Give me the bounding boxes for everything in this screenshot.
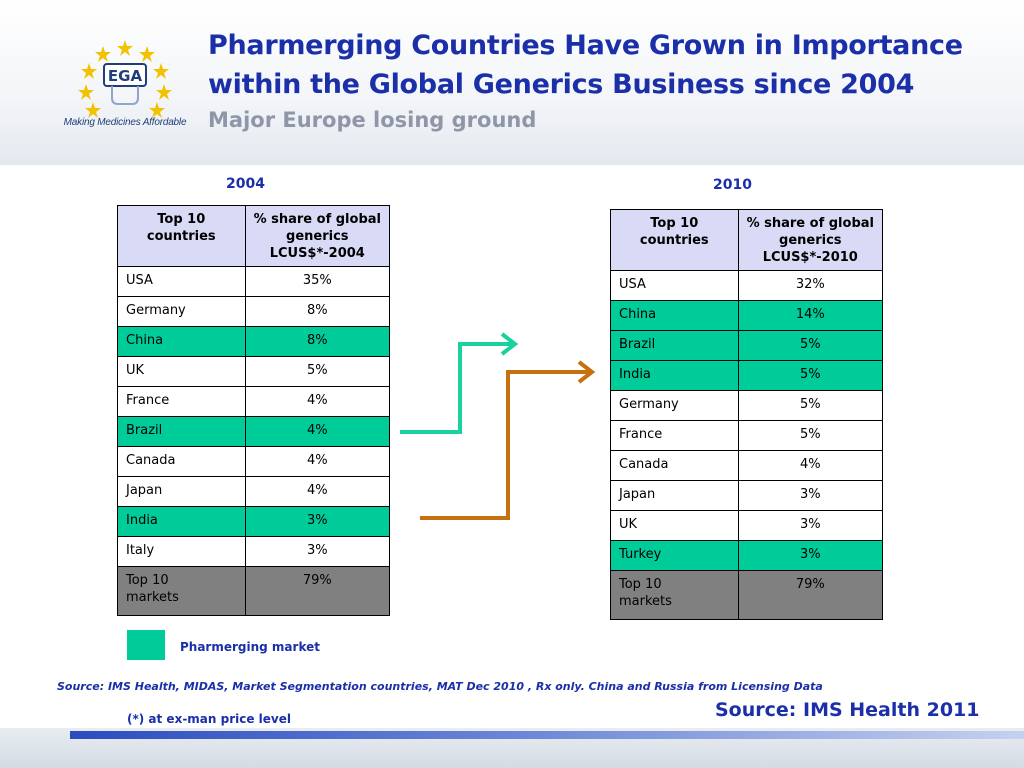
share-cell: 5%: [737, 360, 884, 391]
table-2004: Top 10 countries % share of global gener…: [117, 205, 391, 616]
table-row: Japan 3%: [610, 480, 884, 511]
share-cell: 4%: [244, 446, 391, 477]
share-cell: 5%: [244, 356, 391, 387]
table-row: China 8%: [117, 326, 391, 357]
country-cell: UK: [117, 356, 246, 387]
country-cell: Brazil: [610, 330, 739, 361]
country-cell: India: [610, 360, 739, 391]
table-row: France 5%: [610, 420, 884, 451]
country-cell: Turkey: [610, 540, 739, 571]
share-cell: 5%: [737, 390, 884, 421]
table-row: China 14%: [610, 300, 884, 331]
table-2010: Top 10 countries % share of global gener…: [610, 209, 884, 620]
orange-arrow-icon: [420, 360, 596, 520]
share-cell: 4%: [244, 416, 391, 447]
table-row: Germany 8%: [117, 296, 391, 327]
source-detail-note: Source: IMS Health, MIDAS, Market Segmen…: [57, 680, 823, 693]
star-ring-icon: [78, 40, 172, 118]
table-row: France 4%: [117, 386, 391, 417]
share-cell: 3%: [737, 480, 884, 511]
share-cell: 4%: [244, 476, 391, 507]
share-cell: 5%: [737, 420, 884, 451]
header-band: [0, 0, 1024, 165]
total-share-cell: 79%: [244, 566, 391, 616]
share-cell: 32%: [737, 270, 884, 301]
year-label-2010: 2010: [713, 177, 752, 193]
year-label-2004: 2004: [226, 176, 265, 192]
table-header-share: % share of global generics LCUS$*-2010: [737, 209, 884, 271]
share-cell: 3%: [737, 510, 884, 541]
table-header-countries: Top 10 countries: [610, 209, 739, 271]
legend-swatch: [127, 630, 165, 660]
country-cell: Italy: [117, 536, 246, 567]
table-row: Japan 4%: [117, 476, 391, 507]
share-cell: 3%: [737, 540, 884, 571]
share-cell: 5%: [737, 330, 884, 361]
table-row: Brazil 4%: [117, 416, 391, 447]
logo-text: EGA: [108, 67, 143, 85]
table-row: Turkey 3%: [610, 540, 884, 571]
footer-line: [70, 731, 1024, 739]
table-row: UK 3%: [610, 510, 884, 541]
table-header-share: % share of global generics LCUS$*-2004: [244, 205, 391, 267]
green-arrow-icon: [400, 332, 519, 434]
total-row: Top 10 markets 79%: [117, 566, 391, 616]
country-cell: China: [610, 300, 739, 331]
country-cell: France: [610, 420, 739, 451]
page-subtitle: Major Europe losing ground: [208, 108, 537, 132]
country-cell: Brazil: [117, 416, 246, 447]
table-row: UK 5%: [117, 356, 391, 387]
country-cell: Canada: [610, 450, 739, 481]
country-cell: Germany: [117, 296, 246, 327]
logo-tagline: Making Medicines Affordable: [63, 117, 187, 128]
table-row: India 5%: [610, 360, 884, 391]
country-cell: Germany: [610, 390, 739, 421]
ega-logo: EGA: [78, 40, 172, 118]
exman-note: (*) at ex-man price level: [127, 712, 291, 726]
total-label-cell: Top 10 markets: [117, 566, 246, 616]
country-cell: USA: [117, 266, 246, 297]
table-row: USA 32%: [610, 270, 884, 301]
country-cell: France: [117, 386, 246, 417]
share-cell: 3%: [244, 506, 391, 537]
country-cell: Japan: [117, 476, 246, 507]
share-cell: 3%: [244, 536, 391, 567]
total-label-cell: Top 10 markets: [610, 570, 739, 620]
table-row: India 3%: [117, 506, 391, 537]
table-row: Italy 3%: [117, 536, 391, 567]
source-credit: Source: IMS Health 2011: [715, 699, 980, 721]
share-cell: 8%: [244, 296, 391, 327]
share-cell: 4%: [244, 386, 391, 417]
country-cell: Canada: [117, 446, 246, 477]
total-row: Top 10 markets 79%: [610, 570, 884, 620]
legend-label: Pharmerging market: [180, 640, 320, 654]
country-cell: India: [117, 506, 246, 537]
share-cell: 35%: [244, 266, 391, 297]
share-cell: 4%: [737, 450, 884, 481]
total-share-cell: 79%: [737, 570, 884, 620]
page-title: Pharmerging Countries Have Grown in Impo…: [208, 30, 963, 100]
country-cell: Japan: [610, 480, 739, 511]
country-cell: USA: [610, 270, 739, 301]
table-row: Canada 4%: [117, 446, 391, 477]
table-header-countries: Top 10 countries: [117, 205, 246, 267]
table-row: Brazil 5%: [610, 330, 884, 361]
country-cell: China: [117, 326, 246, 357]
flow-arrows: [400, 332, 596, 520]
table-row: Germany 5%: [610, 390, 884, 421]
table-row: USA 35%: [117, 266, 391, 297]
country-cell: UK: [610, 510, 739, 541]
share-cell: 14%: [737, 300, 884, 331]
table-row: Canada 4%: [610, 450, 884, 481]
share-cell: 8%: [244, 326, 391, 357]
